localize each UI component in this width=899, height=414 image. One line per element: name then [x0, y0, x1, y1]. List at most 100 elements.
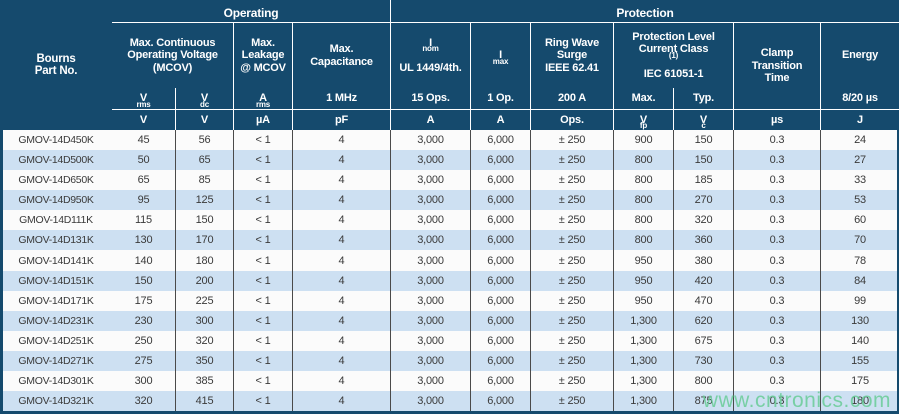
- value-cell: < 1: [233, 370, 292, 392]
- col-header-energy: Energy: [820, 23, 899, 88]
- table-bottom-border: [0, 411, 899, 414]
- value-cell: 0.3: [733, 330, 820, 351]
- col-header-protection-level: Protection Level Current Class (1) IEC 610…: [613, 23, 733, 88]
- value-cell: 275: [134, 354, 153, 367]
- value-cell: < 1: [233, 290, 292, 311]
- value-cell: 420: [673, 270, 733, 291]
- value-cell: 150: [673, 150, 733, 171]
- value-cell: 95: [137, 194, 150, 207]
- value-cell: < 1: [233, 350, 292, 371]
- value-cell: 130: [134, 234, 153, 247]
- value-cell: 415: [175, 391, 233, 412]
- value-cell: 3,000: [390, 330, 470, 351]
- value-cell: 3,000: [390, 310, 470, 331]
- value-cell: < 1: [233, 330, 292, 351]
- value-cell: 4: [292, 250, 390, 271]
- value-cell: ± 250: [530, 330, 613, 351]
- value-cell: 300: [134, 374, 153, 387]
- value-cell: 0.3: [733, 350, 820, 371]
- value-cell: 4: [292, 290, 390, 311]
- table-left-border: [0, 130, 3, 414]
- value-cell: 470: [673, 290, 733, 311]
- value-cell: 4: [292, 370, 390, 392]
- value-cell: ± 250: [530, 150, 613, 171]
- value-cell: 180: [175, 250, 233, 271]
- value-cell: 4: [292, 330, 390, 351]
- value-cell: 99: [820, 290, 899, 311]
- value-cell: < 1: [233, 190, 292, 211]
- part-number-cell: GMOV-14D950K: [18, 194, 94, 207]
- value-cell: 24: [820, 130, 899, 151]
- value-cell: 230: [134, 314, 153, 327]
- table-row: GMOV-14D151K 150 200 < 1 4 3,000 6,000 ± 250 950…: [0, 270, 899, 291]
- value-cell: 50: [137, 154, 150, 167]
- value-cell: 950: [613, 250, 673, 271]
- value-cell: 6,000: [470, 230, 530, 251]
- part-number-cell: GMOV-14D141K: [18, 254, 94, 267]
- value-cell: 125: [175, 190, 233, 211]
- value-cell: 6,000: [470, 391, 530, 412]
- value-cell: < 1: [233, 150, 292, 171]
- value-cell: ± 250: [530, 130, 613, 151]
- value-cell: 360: [673, 230, 733, 251]
- value-cell: 800: [613, 190, 673, 211]
- value-cell: 78: [820, 250, 899, 271]
- value-cell: 4: [292, 190, 390, 211]
- value-cell: 6,000: [470, 370, 530, 392]
- value-cell: 4: [292, 350, 390, 371]
- table-row: GMOV-14D950K 95 125 < 1 4 3,000 6,000 ± 250 800 2…: [0, 190, 899, 211]
- value-cell: 950: [613, 270, 673, 291]
- part-number-cell: GMOV-14D171K: [18, 294, 94, 307]
- value-cell: 875: [673, 391, 733, 412]
- part-number-cell: GMOV-14D650K: [18, 174, 94, 187]
- value-cell: 1,300: [613, 330, 673, 351]
- col-header-clamp-transition-time: Clamp Transition Time: [733, 23, 820, 110]
- value-cell: 0.3: [733, 270, 820, 291]
- table-row: GMOV-14D650K 65 85 < 1 4 3,000 6,000 ± 250 800 18…: [0, 170, 899, 191]
- sub-header-200a: 200 A: [530, 88, 613, 110]
- value-cell: 300: [175, 310, 233, 331]
- value-cell: ± 250: [530, 350, 613, 371]
- value-cell: 150: [134, 274, 153, 287]
- value-cell: 0.3: [733, 170, 820, 191]
- value-cell: 150: [673, 130, 733, 151]
- unit-imax: A: [470, 110, 530, 130]
- value-cell: 6,000: [470, 210, 530, 231]
- value-cell: < 1: [233, 310, 292, 331]
- value-cell: 0.3: [733, 150, 820, 171]
- table-row: GMOV-14D271K 275 350 < 1 4 3,000 6,000 ± 250 1,3…: [0, 350, 899, 371]
- value-cell: 3,000: [390, 130, 470, 151]
- value-cell: 3,000: [390, 170, 470, 191]
- sub-header-max: Max.: [613, 88, 673, 110]
- part-number-cell: GMOV-14D131K: [18, 234, 94, 247]
- value-cell: 950: [613, 290, 673, 311]
- col-header-ring-wave-surge: Ring Wave Surge IEEE 62.41: [530, 23, 613, 88]
- value-cell: 3,000: [390, 210, 470, 231]
- value-cell: 4: [292, 391, 390, 412]
- value-cell: 0.3: [733, 370, 820, 392]
- table-row: GMOV-14D321K 320 415 < 1 4 3,000 6,000 ± 250 1,3…: [0, 391, 899, 412]
- value-cell: 53: [820, 190, 899, 211]
- value-cell: 1,300: [613, 310, 673, 331]
- value-cell: 6,000: [470, 190, 530, 211]
- value-cell: 385: [175, 370, 233, 392]
- value-cell: 380: [673, 250, 733, 271]
- table-row: GMOV-14D450K 45 56 < 1 4 3,000 6,000 ± 250 900 15…: [0, 130, 899, 151]
- value-cell: 0.3: [733, 250, 820, 271]
- value-cell: 85: [175, 170, 233, 191]
- unit-clamp: µs: [733, 110, 820, 130]
- value-cell: 3,000: [390, 270, 470, 291]
- unit-vdc: V: [175, 110, 233, 130]
- value-cell: 3,000: [390, 290, 470, 311]
- value-cell: 0.3: [733, 210, 820, 231]
- value-cell: 140: [820, 330, 899, 351]
- value-cell: 27: [820, 150, 899, 171]
- value-cell: 800: [613, 230, 673, 251]
- table-row: GMOV-14D171K 175 225 < 1 4 3,000 6,000 ± 250 950…: [0, 290, 899, 311]
- value-cell: 800: [613, 210, 673, 231]
- value-cell: < 1: [233, 270, 292, 291]
